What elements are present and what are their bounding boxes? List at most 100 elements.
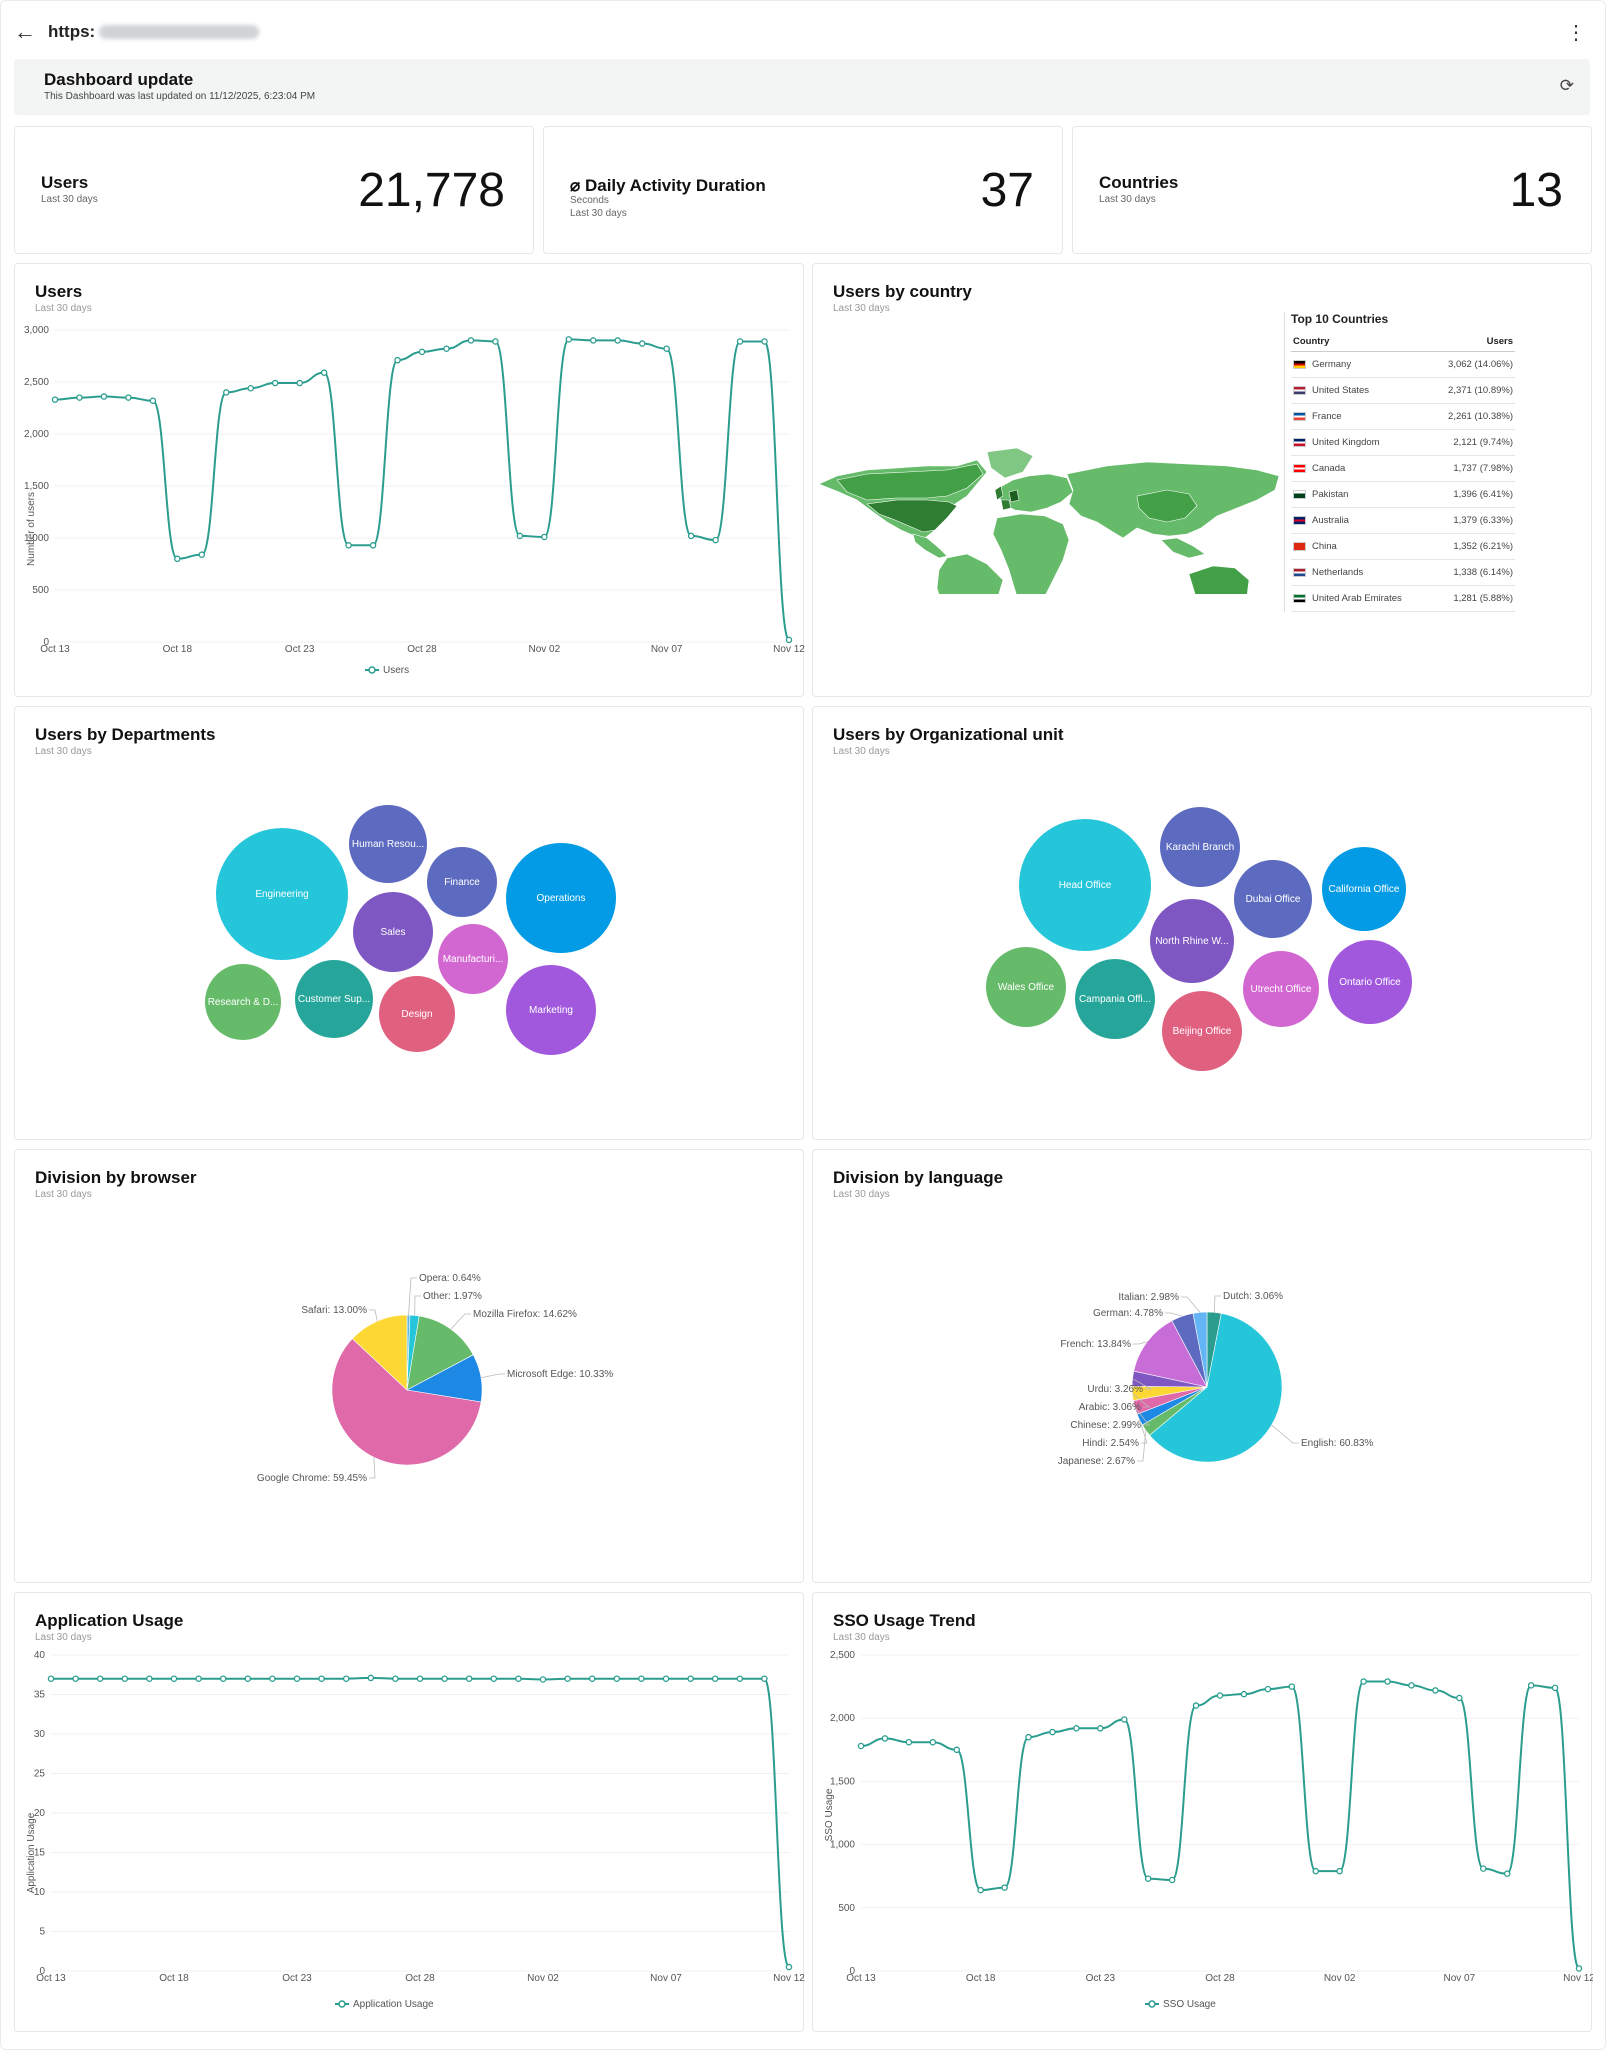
country-row[interactable]: United Kingdom 2,121 (9.74%) <box>1291 429 1515 456</box>
country-row[interactable]: Australia 1,379 (6.33%) <box>1291 507 1515 534</box>
users-data-point[interactable] <box>712 536 719 544</box>
users-data-point[interactable] <box>394 356 401 364</box>
app-usage-data-point[interactable] <box>121 1675 129 1682</box>
users-data-point[interactable] <box>736 338 744 345</box>
map-africa[interactable] <box>992 513 1070 594</box>
sso-usage-data-point[interactable] <box>1360 1678 1367 1685</box>
lang-slice[interactable] <box>1192 1311 1208 1388</box>
app-usage-data-point[interactable] <box>736 1675 744 1682</box>
app-usage-data-point[interactable] <box>367 1674 375 1682</box>
users-data-point[interactable] <box>345 542 352 549</box>
sso-usage-data-point[interactable] <box>1527 1682 1535 1689</box>
dept-bubble[interactable]: Finance <box>427 847 497 917</box>
sso-usage-data-point[interactable] <box>1121 1716 1128 1723</box>
users-data-point[interactable] <box>296 379 303 387</box>
users-data-point[interactable] <box>247 384 254 392</box>
country-row[interactable]: Pakistan 1,396 (6.41%) <box>1291 481 1515 508</box>
users-data-point[interactable] <box>467 337 475 344</box>
sso-usage-data-point[interactable] <box>953 1746 960 1754</box>
country-row[interactable]: United States 2,371 (10.89%) <box>1291 377 1515 404</box>
app-usage-data-point[interactable] <box>662 1675 670 1682</box>
map-usa[interactable] <box>866 499 958 533</box>
users-data-point[interactable] <box>492 338 499 345</box>
app-usage-data-point[interactable] <box>711 1675 719 1682</box>
country-row[interactable]: United Arab Emirates 1,281 (5.88%) <box>1291 585 1515 612</box>
app-usage-data-point[interactable] <box>588 1675 596 1682</box>
users-data-point[interactable] <box>174 555 181 563</box>
sso-usage-data-point[interactable] <box>977 1886 984 1894</box>
map-greenland[interactable] <box>986 447 1034 479</box>
app-usage-data-point[interactable] <box>293 1675 301 1682</box>
sso-usage-data-point[interactable] <box>1001 1884 1008 1891</box>
app-usage-data-point[interactable] <box>416 1675 424 1682</box>
app-usage-data-point[interactable] <box>785 1963 793 1971</box>
app-usage-data-point[interactable] <box>465 1675 473 1682</box>
users-data-point[interactable] <box>687 532 695 540</box>
sso-usage-data-point[interactable] <box>1456 1694 1463 1702</box>
users-data-point[interactable] <box>125 394 132 401</box>
col-country-header[interactable]: Country <box>1291 332 1430 352</box>
sso-usage-data-point[interactable] <box>1264 1685 1272 1693</box>
dept-bubble[interactable]: Marketing <box>506 965 596 1055</box>
users-data-point[interactable] <box>565 336 573 343</box>
map-southeast-asia[interactable] <box>1160 537 1206 559</box>
sso-usage-data-point[interactable] <box>1168 1876 1176 1884</box>
users-data-point[interactable] <box>51 396 59 403</box>
app-usage-data-point[interactable] <box>146 1675 153 1682</box>
app-usage-data-point[interactable] <box>613 1675 621 1682</box>
country-row[interactable]: Canada 1,737 (7.98%) <box>1291 455 1515 482</box>
dept-bubble[interactable]: Research & D... <box>205 964 281 1040</box>
browser-slice[interactable] <box>331 1338 482 1466</box>
back-arrow-icon[interactable]: ← <box>14 19 36 44</box>
org-bubble[interactable]: California Office <box>1322 847 1406 931</box>
sso-usage-data-point[interactable] <box>1288 1683 1296 1690</box>
country-row[interactable]: Germany 3,062 (14.06%) <box>1291 351 1515 378</box>
app-usage-data-point[interactable] <box>96 1675 104 1682</box>
sso-usage-data-point[interactable] <box>1551 1684 1559 1692</box>
org-bubble[interactable]: Karachi Branch <box>1160 807 1240 887</box>
app-usage-data-point[interactable] <box>72 1675 79 1682</box>
sso-usage-data-point[interactable] <box>1073 1725 1080 1732</box>
sso-usage-data-point[interactable] <box>1432 1687 1439 1694</box>
dept-bubble[interactable]: Human Resou... <box>349 805 427 883</box>
browser-slice[interactable] <box>406 1315 474 1391</box>
map-france[interactable] <box>1000 499 1012 511</box>
org-bubble[interactable]: Beijing Office <box>1162 991 1242 1071</box>
map-germany[interactable] <box>1008 489 1020 503</box>
map-uk[interactable] <box>994 485 1004 501</box>
users-data-point[interactable] <box>223 389 230 396</box>
country-row[interactable]: Netherlands 1,338 (6.14%) <box>1291 559 1515 586</box>
org-bubble[interactable]: Head Office <box>1019 819 1151 951</box>
url-text[interactable]: https: <box>48 22 96 41</box>
app-usage-data-point[interactable] <box>342 1675 350 1682</box>
app-usage-data-point[interactable] <box>564 1675 571 1682</box>
users-data-point[interactable] <box>418 348 426 356</box>
sso-usage-data-point[interactable] <box>1408 1682 1415 1689</box>
app-usage-data-point[interactable] <box>515 1675 522 1682</box>
app-usage-data-point[interactable] <box>761 1675 768 1682</box>
country-row[interactable]: France 2,261 (10.38%) <box>1291 403 1515 430</box>
app-usage-data-point[interactable] <box>170 1675 178 1682</box>
sso-usage-data-point[interactable] <box>905 1738 913 1746</box>
sso-usage-data-point[interactable] <box>1240 1690 1248 1698</box>
users-data-point[interactable] <box>149 397 157 404</box>
users-data-point[interactable] <box>516 532 524 540</box>
users-legend[interactable]: Users <box>365 665 409 676</box>
users-data-point[interactable] <box>541 533 548 541</box>
app-usage-data-point[interactable] <box>441 1675 448 1682</box>
app-usage-data-point[interactable] <box>687 1675 694 1682</box>
map-australia[interactable] <box>1188 565 1250 594</box>
app-usage-data-point[interactable] <box>244 1675 252 1682</box>
app-usage-data-point[interactable] <box>195 1675 202 1682</box>
sso-usage-data-point[interactable] <box>857 1742 865 1750</box>
world-map[interactable] <box>817 404 1287 594</box>
app-usage-data-point[interactable] <box>318 1675 325 1682</box>
org-bubble[interactable]: Ontario Office <box>1328 940 1412 1024</box>
sso-usage-data-point[interactable] <box>1097 1725 1104 1732</box>
sso-usage-data-point[interactable] <box>881 1735 889 1742</box>
users-data-point[interactable] <box>614 337 621 344</box>
users-data-point[interactable] <box>198 551 206 558</box>
browser-slice[interactable] <box>351 1314 408 1391</box>
dept-bubble[interactable]: Design <box>379 976 455 1052</box>
org-bubble[interactable]: Utrecht Office <box>1243 951 1319 1027</box>
